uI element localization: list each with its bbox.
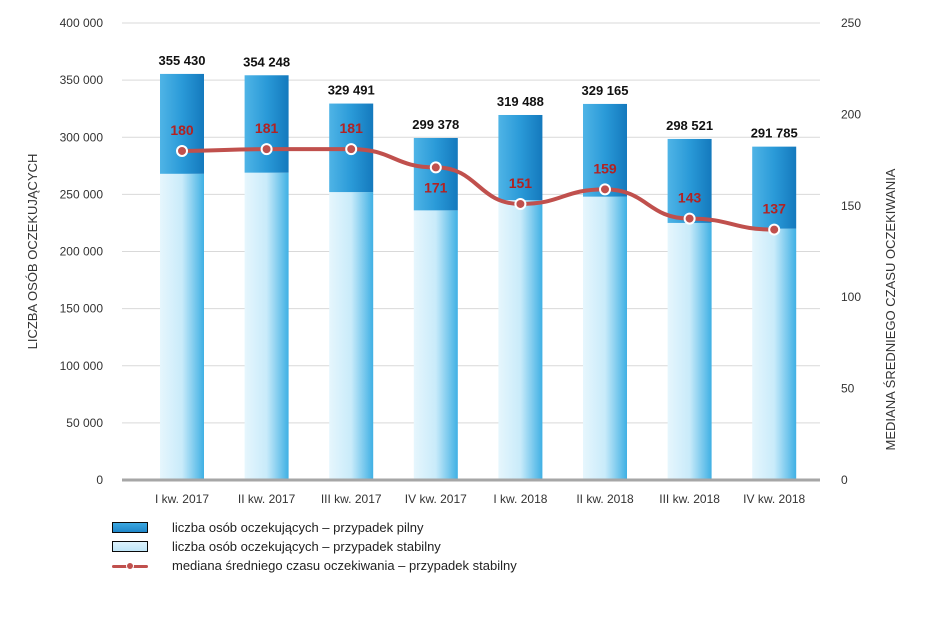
x-tick-label: IV kw. 2018	[743, 492, 805, 506]
legend-label: mediana średniego czasu oczekiwania – pr…	[172, 558, 517, 573]
legend-swatch-stabilny	[112, 541, 148, 552]
bar-total-label: 329 165	[582, 83, 629, 98]
bar-stabilny	[329, 192, 374, 480]
median-point	[514, 197, 527, 210]
bar-stabilny	[498, 200, 543, 480]
bars	[160, 73, 797, 481]
y2-tick-label: 200	[841, 107, 861, 121]
y2-tick-label: 0	[841, 473, 848, 487]
median-point	[260, 143, 273, 156]
x-tick-label: II kw. 2017	[238, 492, 296, 506]
bar-pilny	[244, 75, 289, 173]
y2-tick-label: 50	[841, 382, 855, 396]
bar-pilny	[160, 73, 204, 174]
bar-stabilny	[583, 196, 627, 480]
legend-item-stabilny: liczba osób oczekujących – przypadek sta…	[112, 537, 517, 556]
bar-total-label: 299 378	[412, 117, 459, 132]
data-labels: 355 430 354 248 329 491 299 378 319 488 329 1…	[159, 53, 798, 217]
y-tick-label: 0	[96, 473, 103, 487]
y-axis-title: LICZBA OSÓB OCZEKUJĄCYCH	[25, 154, 40, 350]
legend-swatch-mediana	[112, 560, 148, 572]
legend-label: liczba osób oczekujących – przypadek pil…	[172, 520, 424, 535]
x-tick-label: II kw. 2018	[576, 492, 634, 506]
bar-pilny	[667, 138, 712, 223]
bar-total-label: 291 785	[751, 126, 798, 141]
median-point	[176, 144, 188, 157]
y2-tick-label: 250	[841, 16, 861, 30]
median-point	[599, 183, 611, 196]
legend: liczba osób oczekujących – przypadek pil…	[112, 518, 517, 575]
bar-pilny	[583, 103, 627, 197]
legend-swatch-pilny	[112, 522, 148, 533]
median-point	[768, 223, 781, 236]
y-tick-label: 100 000	[60, 359, 104, 373]
median-label: 181	[255, 120, 279, 136]
x-tick-label: I kw. 2017	[155, 492, 209, 506]
y-tick-label: 300 000	[60, 130, 104, 144]
y2-tick-label: 100	[841, 290, 861, 304]
bar-total-label: 298 521	[666, 118, 713, 133]
legend-item-mediana: mediana średniego czasu oczekiwania – pr…	[112, 556, 517, 575]
bar-total-label: 329 491	[328, 83, 375, 98]
y-tick-label: 400 000	[60, 16, 104, 30]
bar-pilny	[413, 137, 458, 211]
legend-label: liczba osób oczekujących – przypadek sta…	[172, 539, 441, 554]
median-label: 143	[678, 190, 702, 206]
bar-stabilny	[160, 173, 204, 480]
bar-total-label: 319 488	[497, 94, 544, 109]
axes: 0 50 000 100 000 150 000 200 000 250 000 300 0…	[25, 16, 898, 506]
bar-pilny	[752, 146, 797, 229]
bar-stabilny	[752, 228, 797, 480]
median-label: 137	[763, 201, 787, 217]
median-point	[429, 161, 442, 174]
median-point	[345, 143, 358, 156]
y2-axis-title: MEDIANA ŚREDNIEGO CZASU OCZEKIWANIA	[883, 168, 898, 450]
bar-pilny	[498, 114, 543, 201]
median-label: 180	[170, 122, 194, 138]
y-tick-label: 150 000	[60, 302, 104, 316]
bar-stabilny	[667, 222, 712, 480]
x-tick-label: IV kw. 2017	[405, 492, 467, 506]
bar-total-label: 355 430	[159, 53, 206, 68]
grid-lines	[122, 22, 820, 424]
x-tick-label: I kw. 2018	[493, 492, 547, 506]
bar-stabilny	[413, 210, 458, 480]
y-tick-label: 50 000	[66, 416, 103, 430]
median-label: 159	[593, 160, 617, 176]
bar-total-label: 354 248	[243, 54, 290, 69]
y-tick-label: 350 000	[60, 73, 104, 87]
median-label: 181	[340, 120, 364, 136]
median-line-path	[180, 147, 777, 232]
median-line	[176, 143, 781, 236]
x-tick-label: III kw. 2018	[659, 492, 720, 506]
bar-stabilny	[244, 172, 289, 481]
median-label: 151	[509, 175, 533, 191]
median-point	[683, 212, 696, 225]
y-tick-label: 250 000	[60, 187, 104, 201]
y-tick-label: 200 000	[60, 245, 104, 259]
median-label: 171	[424, 179, 448, 195]
x-tick-label: III kw. 2017	[321, 492, 382, 506]
legend-item-pilny: liczba osób oczekujących – przypadek pil…	[112, 518, 517, 537]
y2-tick-label: 150	[841, 199, 861, 213]
